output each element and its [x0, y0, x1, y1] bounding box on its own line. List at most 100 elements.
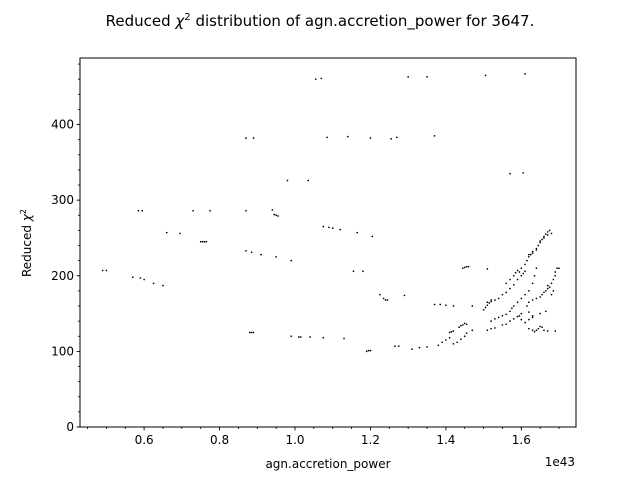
data-point	[501, 314, 504, 317]
data-point	[509, 278, 511, 281]
data-point	[543, 291, 545, 294]
y-tick-label: 100	[51, 344, 74, 358]
data-point	[369, 137, 372, 140]
data-point	[535, 249, 538, 251]
y-axis-label: Reduced χ2	[19, 209, 34, 277]
data-point	[356, 231, 359, 234]
data-point	[520, 318, 523, 321]
data-point	[309, 336, 311, 338]
data-point	[386, 299, 389, 301]
data-point	[461, 267, 464, 270]
data-point	[486, 268, 489, 270]
data-point	[339, 228, 342, 231]
data-point	[543, 329, 545, 332]
data-point	[320, 77, 323, 80]
data-point	[528, 290, 530, 292]
data-point	[445, 304, 447, 307]
data-point	[328, 226, 330, 229]
data-point	[524, 263, 526, 266]
data-point	[137, 209, 140, 212]
data-point	[505, 291, 508, 294]
data-point	[490, 320, 492, 322]
data-point	[456, 341, 459, 344]
data-point	[520, 297, 523, 300]
data-point	[501, 293, 504, 296]
data-point	[494, 299, 496, 301]
data-point	[505, 323, 508, 326]
data-point	[141, 209, 144, 212]
data-point	[516, 301, 519, 304]
data-point	[497, 316, 500, 319]
x-axis-offset-label: 1e43	[545, 455, 575, 469]
data-point	[369, 349, 372, 352]
data-point	[531, 282, 534, 285]
data-point	[471, 305, 474, 307]
data-point	[546, 284, 549, 287]
y-tick-label: 0	[66, 420, 74, 434]
data-point	[535, 267, 538, 270]
data-point	[539, 325, 542, 328]
data-point	[275, 256, 277, 258]
data-point	[484, 306, 487, 309]
data-point	[552, 278, 555, 281]
data-point	[524, 73, 526, 75]
data-point	[297, 336, 300, 338]
x-tick-label: 0.6	[135, 433, 154, 447]
data-point	[531, 299, 534, 301]
data-point	[505, 282, 508, 285]
data-point	[343, 337, 345, 340]
data-point	[394, 345, 396, 347]
data-point	[511, 307, 513, 310]
data-point	[260, 253, 262, 256]
data-point	[290, 335, 293, 338]
data-point	[179, 232, 181, 235]
data-point	[514, 271, 517, 274]
data-point	[539, 296, 542, 298]
data-point	[533, 274, 536, 277]
x-tick-label: 0.8	[210, 433, 229, 447]
data-point	[490, 327, 492, 330]
data-point	[550, 282, 553, 285]
data-point	[546, 231, 549, 233]
x-tick-label: 1.0	[285, 433, 304, 447]
data-point	[290, 259, 293, 262]
data-point	[524, 270, 526, 273]
data-point	[531, 329, 534, 332]
data-point	[460, 338, 462, 341]
data-point	[371, 235, 374, 238]
data-point	[552, 290, 555, 292]
data-point	[322, 336, 325, 339]
data-point	[529, 253, 532, 256]
data-point	[544, 290, 547, 292]
data-point	[252, 137, 255, 140]
data-point	[512, 305, 515, 307]
data-point	[252, 331, 255, 334]
data-point	[452, 330, 455, 332]
data-point	[539, 240, 542, 242]
data-point	[486, 304, 489, 307]
data-point	[326, 136, 328, 139]
data-point	[543, 235, 545, 238]
x-axis-ticks: 0.6 0.8 1.0 1.2 1.4 1.6	[87, 427, 560, 447]
data-point	[248, 331, 251, 334]
data-point	[286, 179, 289, 182]
data-point	[509, 287, 511, 290]
data-point	[322, 225, 325, 228]
y-tick-label: 200	[51, 269, 74, 283]
data-point	[544, 310, 547, 313]
data-point	[488, 302, 491, 304]
data-point	[537, 244, 540, 247]
data-point	[558, 267, 560, 270]
data-point	[531, 314, 534, 317]
data-point	[528, 318, 530, 321]
data-point	[509, 172, 511, 175]
data-point	[271, 209, 274, 211]
data-point	[556, 267, 558, 270]
x-tick-label: 1.4	[436, 433, 455, 447]
data-point	[541, 326, 543, 329]
data-point	[245, 249, 247, 252]
data-point	[509, 310, 511, 313]
data-point	[379, 293, 381, 296]
data-point	[277, 215, 279, 217]
data-point	[458, 326, 460, 329]
